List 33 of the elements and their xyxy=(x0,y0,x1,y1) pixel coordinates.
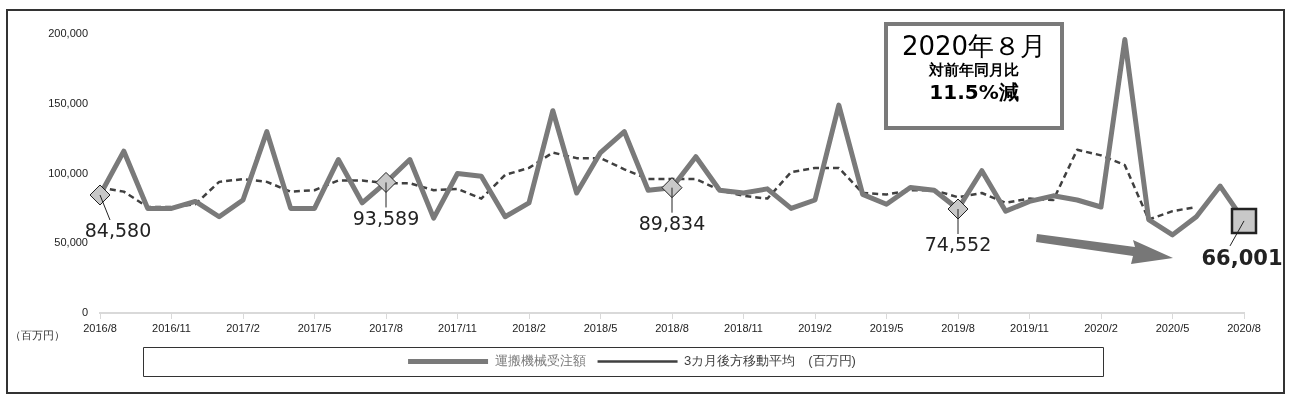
x-tick-label: 2019/2 xyxy=(798,321,832,334)
text: （百万円） xyxy=(10,328,65,343)
x-tick-label: 2018/2 xyxy=(512,321,546,334)
data-label: 66,001 xyxy=(1201,245,1283,270)
x-tick-label: 2017/8 xyxy=(369,321,403,334)
x-tick-label: 2018/11 xyxy=(724,321,763,334)
x-tick-label: 2020/2 xyxy=(1084,321,1118,334)
x-tick-label: 2017/11 xyxy=(438,321,477,334)
y-tick-label: 0 xyxy=(81,306,88,319)
x-tick-label: 2018/8 xyxy=(655,321,689,334)
x-tick-label: 2019/8 xyxy=(941,321,975,334)
x-tick-label: 2018/5 xyxy=(583,321,618,334)
y-tick-label: 150,000 xyxy=(48,96,88,109)
annotation: 11.5%減 xyxy=(928,80,1020,104)
x-tick-label: 2016/8 xyxy=(83,321,117,334)
x-tick-label: 2019/5 xyxy=(869,321,904,334)
x-tick-label: 2016/11 xyxy=(152,321,191,334)
data-label: 93,589 xyxy=(352,206,420,229)
annotation: 対前年同月比 xyxy=(928,61,1020,79)
x-tick-label: 2017/2 xyxy=(226,321,260,334)
annotation: 2020年８月 xyxy=(900,31,1048,61)
x-tick-label: 2020/5 xyxy=(1155,321,1190,334)
text: 運搬機械受注額 xyxy=(494,353,586,369)
x-tick-label: 2019/11 xyxy=(1010,321,1049,334)
point xyxy=(375,171,397,193)
y-tick-label: 100,000 xyxy=(48,166,88,179)
text: 3カ月後方移動平均 (百万円) xyxy=(684,353,856,369)
data-label: 74,552 xyxy=(924,233,992,256)
x-tick-label: 2020/8 xyxy=(1227,321,1261,334)
y-tick-label: 50,000 xyxy=(54,236,88,249)
y-tick-label: 200,000 xyxy=(48,27,88,40)
data-label: 89,834 xyxy=(638,212,706,235)
x-tick-label: 2017/5 xyxy=(297,321,332,334)
